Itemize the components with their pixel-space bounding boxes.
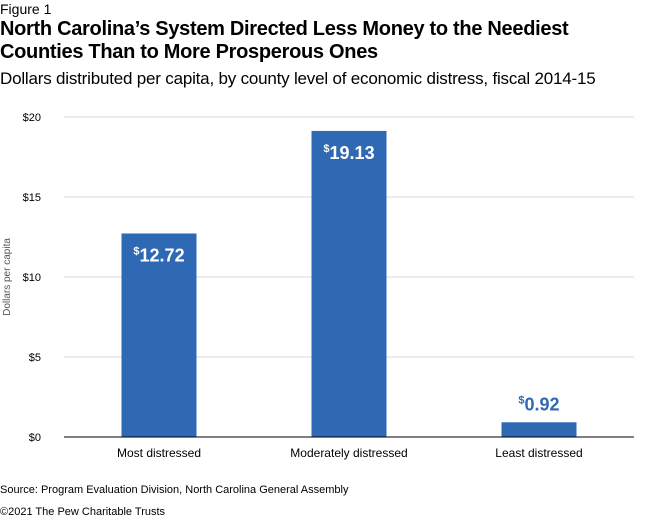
data-label-value: 12.72 bbox=[140, 245, 185, 265]
y-tick-label: $0 bbox=[29, 432, 41, 444]
y-axis-title: Dollars per capita bbox=[2, 238, 13, 316]
source-note: Source: Program Evaluation Division, Nor… bbox=[0, 484, 349, 496]
x-category-label: Moderately distressed bbox=[290, 446, 407, 460]
x-category-label: Least distressed bbox=[495, 446, 582, 460]
data-label: $12.72 bbox=[133, 245, 184, 265]
data-label-value: 0.92 bbox=[525, 394, 560, 414]
copyright-note: ©2021 The Pew Charitable Trusts bbox=[0, 506, 166, 518]
data-label-prefix: $ bbox=[323, 143, 329, 155]
y-tick-label: $15 bbox=[23, 192, 41, 204]
x-category-label: Most distressed bbox=[117, 446, 201, 460]
data-label: $19.13 bbox=[323, 143, 374, 163]
bar bbox=[121, 233, 197, 437]
figure-label: Figure 1 bbox=[0, 1, 52, 17]
bar-chart: $0 $5 $10 $15 $20 Dollars per capita $12.72 Mos… bbox=[2, 112, 634, 460]
data-label: $0.92 bbox=[518, 394, 559, 414]
data-label-value: 19.13 bbox=[330, 143, 375, 163]
chart-title: North Carolina’s System Directed Less Mo… bbox=[0, 18, 569, 63]
data-label-prefix: $ bbox=[133, 245, 139, 257]
chart-subtitle: Dollars distributed per capita, by count… bbox=[0, 69, 596, 88]
data-label-prefix: $ bbox=[518, 394, 524, 406]
bar bbox=[311, 130, 387, 438]
y-tick-label: $5 bbox=[29, 352, 41, 364]
bar bbox=[501, 422, 577, 437]
y-tick-label: $10 bbox=[23, 272, 41, 284]
y-tick-label: $20 bbox=[23, 112, 41, 124]
